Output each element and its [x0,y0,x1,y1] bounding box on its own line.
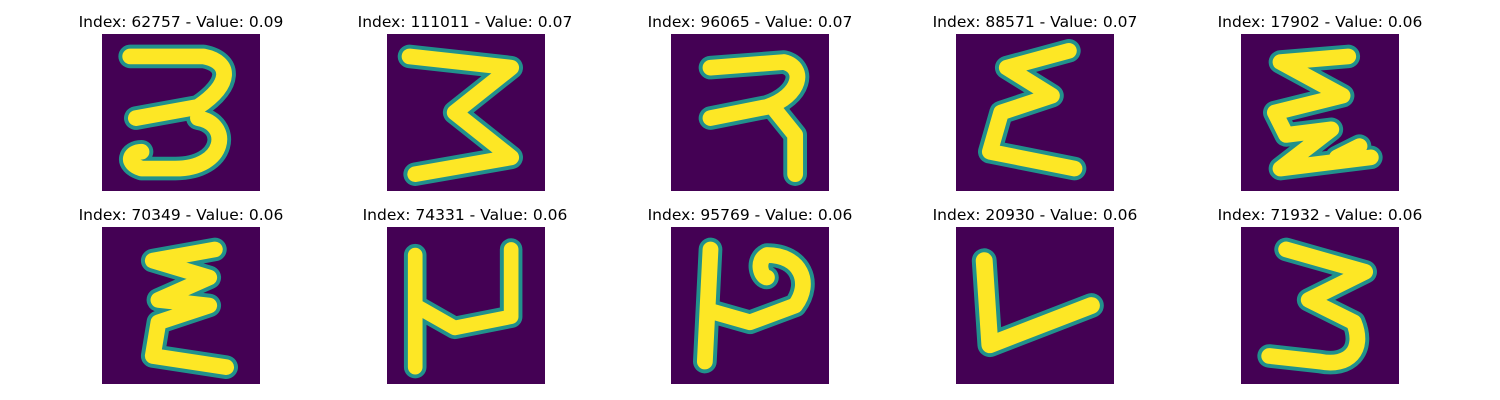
digit-image [1241,34,1399,191]
glyph-epsilon [140,237,238,379]
panel-title: Index: 88571 - Value: 0.07 [932,13,1138,31]
panel-title: Index: 17902 - Value: 0.06 [1217,13,1423,31]
digit-image [102,227,260,384]
glyph-hooked [698,50,810,186]
glyph-v-shape [971,248,1104,358]
digit-image [387,34,545,191]
panel-title: Index: 62757 - Value: 0.09 [78,13,284,31]
glyph-3-zigzag [397,44,523,186]
glyph-p-shape [693,237,815,374]
panel-title: Index: 96065 - Value: 0.07 [647,13,853,31]
panel-title: Index: 20930 - Value: 0.06 [932,206,1138,224]
glyph-3-curly [118,44,236,181]
digit-image [671,227,829,384]
glyph-open-box [403,238,523,379]
digit-image [1241,227,1399,384]
glyph-epsilon [978,39,1087,181]
glyph-3-zigzag [1257,237,1377,375]
digit-image [956,34,1114,191]
digit-image [956,227,1114,384]
panel-title: Index: 111011 - Value: 0.07 [357,13,573,31]
digit-image [387,227,545,384]
digit-image [102,34,260,191]
digit-image [671,34,829,191]
panel-title: Index: 95769 - Value: 0.06 [647,206,853,224]
glyph-epsilon-tail [1263,44,1383,181]
panel-title: Index: 70349 - Value: 0.06 [78,206,284,224]
panel-title: Index: 71932 - Value: 0.06 [1217,206,1423,224]
panel-title: Index: 74331 - Value: 0.06 [362,206,568,224]
